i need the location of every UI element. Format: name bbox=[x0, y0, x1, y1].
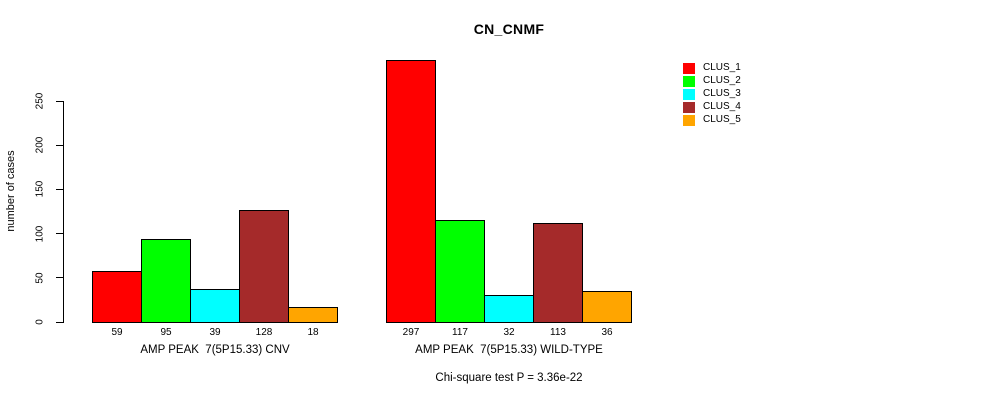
bar-clus_4 bbox=[533, 223, 583, 323]
y-axis-tick bbox=[56, 277, 63, 279]
y-axis-tick bbox=[56, 321, 63, 323]
y-axis-tick-label: 150 bbox=[34, 181, 46, 198]
bar-clus_3 bbox=[190, 289, 240, 323]
bar-value-label: 128 bbox=[255, 327, 273, 338]
y-axis-tick-label: 100 bbox=[34, 225, 46, 242]
bar-value-label: 113 bbox=[550, 327, 566, 338]
y-axis-tick-label: 0 bbox=[34, 319, 46, 325]
bar-value-label: 297 bbox=[402, 327, 420, 338]
legend-swatch-clus_5 bbox=[683, 115, 695, 126]
y-axis-tick-label: 250 bbox=[34, 92, 46, 110]
legend-swatch-clus_4 bbox=[683, 102, 695, 113]
bar-value-label: 117 bbox=[452, 327, 468, 338]
bar-clus_5 bbox=[288, 307, 338, 323]
y-axis-tick bbox=[56, 100, 63, 102]
bar-value-label: 39 bbox=[209, 327, 221, 338]
bar-clus_2 bbox=[141, 239, 191, 323]
legend-label-clus_3: CLUS_3 bbox=[703, 88, 741, 99]
x-axis-group-label: AMP PEAK 7(5P15.33) CNV bbox=[140, 344, 290, 356]
bar-clus_4 bbox=[239, 210, 289, 323]
chart-title: CN_CNMF bbox=[473, 21, 545, 37]
bar-value-label: 32 bbox=[503, 327, 515, 338]
legend-swatch-clus_3 bbox=[683, 89, 695, 100]
bar-clus_2 bbox=[435, 220, 485, 323]
bar-clus_1 bbox=[386, 60, 436, 323]
x-axis-group-label: AMP PEAK 7(5P15.33) WILD-TYPE bbox=[415, 344, 603, 356]
bar-clus_3 bbox=[484, 295, 534, 323]
bar-value-label: 95 bbox=[160, 327, 172, 338]
legend-label-clus_2: CLUS_2 bbox=[703, 75, 741, 86]
y-axis-tick bbox=[56, 144, 63, 146]
legend-swatch-clus_2 bbox=[683, 76, 695, 87]
y-axis-tick bbox=[56, 188, 63, 190]
bar-clus_5 bbox=[582, 291, 632, 323]
y-axis-label: number of cases bbox=[5, 150, 17, 232]
y-axis-tick bbox=[56, 233, 63, 235]
bar-value-label: 18 bbox=[307, 327, 319, 338]
y-axis-tick-label: 50 bbox=[34, 272, 46, 284]
bar-clus_1 bbox=[92, 271, 142, 323]
legend-label-clus_5: CLUS_5 bbox=[703, 114, 741, 125]
bar-value-label: 59 bbox=[111, 327, 123, 338]
y-axis-line bbox=[63, 101, 64, 323]
bar-value-label: 36 bbox=[601, 327, 613, 338]
legend-swatch-clus_1 bbox=[683, 63, 695, 74]
legend-label-clus_1: CLUS_1 bbox=[703, 62, 741, 73]
legend-label-clus_4: CLUS_4 bbox=[703, 101, 741, 112]
y-axis-tick-label: 200 bbox=[34, 136, 46, 154]
chi-square-footnote: Chi-square test P = 3.36e-22 bbox=[435, 372, 583, 384]
